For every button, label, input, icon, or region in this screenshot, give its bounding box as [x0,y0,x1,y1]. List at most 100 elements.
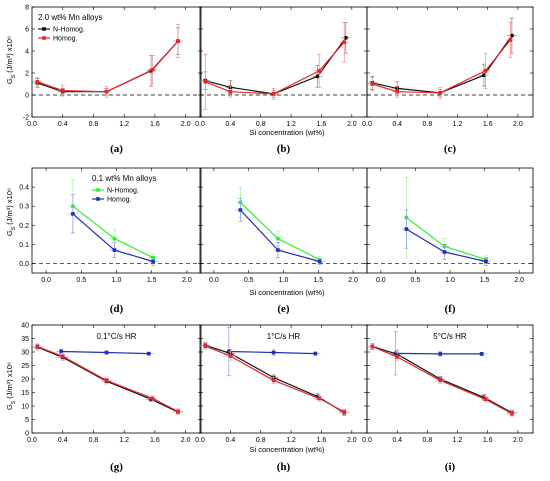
data-point [438,378,442,383]
x-tick-label: 2.0 [513,121,523,128]
series-2 [32,343,183,415]
data-point [479,352,484,356]
y-tick-label: 0 [25,93,29,100]
plot-frame [199,6,368,118]
data-point [317,259,322,264]
chart-panels: 0.0 0.4 0.8 1.2 1.6 2.0 -2 0 2 4 6 8 2.0 wt% Mn allo… [19,5,534,473]
panel-caption: (b) [277,143,291,155]
data-point [342,410,347,414]
x-tick-label: 0.0 [362,121,372,128]
data-point [104,89,109,94]
y-tick-label: 6 [25,27,29,34]
row3-ylabel: GS (J/m³) x10⁶ [5,362,17,410]
data-point [112,248,117,252]
data-point [508,38,513,42]
panel-annotation: 5°C/s HR [433,332,467,341]
data-point [510,33,514,38]
y-tick-label: 10 [21,404,29,411]
plot-frame [199,167,368,274]
y-tick-label: 25 [21,363,29,370]
x-tick-label: 1.0 [279,277,289,284]
y-tick-label: 20 [21,377,29,384]
row1-xlabel: Si concentration (wt%) [249,128,325,137]
data-point [343,36,348,40]
x-tick-label: 2.0 [514,277,524,284]
panel-f: 0.0 0.5 1.0 1.5 2.0 (f) [366,167,534,315]
data-point [176,39,180,43]
data-point [146,351,151,356]
row-labels: GS (J/m³) x10⁶ Si concentration (wt%) GS… [5,36,325,454]
panel-a: 0.0 0.4 0.8 1.2 1.6 2.0 -2 0 2 4 6 8 2.0 wt% Mn allo… [23,5,202,155]
series-line [37,40,179,93]
x-tick-label: 1.5 [313,277,323,284]
data-point [150,67,155,72]
data-point [35,344,40,349]
series-homog- [200,22,350,110]
row1-ylabel: GS (J/m³) x10⁶ [5,36,17,84]
row2-xlabel: Si concentration (wt%) [249,288,325,297]
x-tick-label: 0.4 [58,121,68,128]
x-tick-label: 0.8 [422,121,432,128]
data-point [315,394,320,399]
data-point [271,350,276,355]
data-point [438,91,442,95]
data-point [271,378,276,383]
y-tick-label: 0.4 [19,185,29,192]
series-line [37,40,179,93]
y-tick-label: 5 [25,417,29,424]
data-point [370,82,375,86]
y-tick-label: 2 [25,71,29,78]
row2-ylabel: GS (J/m³) x10⁶ [5,188,17,236]
data-point [35,80,40,84]
series-line [205,37,347,95]
x-tick-label: 0.5 [244,277,254,284]
data-point [60,88,65,93]
x-tick-label: 0.5 [411,277,421,284]
x-tick-label: 2.0 [181,121,191,128]
x-tick-label: 1.6 [317,437,327,444]
y-tick-label: -2 [23,115,29,122]
data-point [104,378,109,383]
panel-caption: (d) [110,303,124,315]
data-point [484,259,488,264]
x-tick-label: 1.6 [483,121,493,128]
data-point [395,355,399,359]
panel-h: 0.0 0.4 0.8 1.2 1.6 2.0 1°C/s HR (h) [195,324,368,473]
x-tick-label: 1.2 [286,121,296,128]
x-tick-label: 2.0 [181,437,191,444]
data-point [404,227,409,231]
panel-g: 0.0 0.4 0.8 1.2 1.6 2.0 0 5 10 15 20 25 30 35 40 0.1°C/… [21,323,202,473]
series-2 [200,342,350,415]
x-tick-label: 2.0 [182,277,192,284]
y-tick-label: 30 [21,350,29,357]
data-point [370,344,375,349]
legend-marker [42,36,46,40]
x-tick-label: 0.8 [256,437,266,444]
data-point [395,89,399,94]
panel-caption: (c) [444,143,457,155]
plot-frame [199,324,368,434]
series-n-homog- [367,17,517,97]
x-tick-label: 0.0 [27,121,37,128]
x-tick-label: 1.0 [445,277,455,284]
panel-caption: (g) [110,461,123,473]
x-tick-label: 0.4 [225,121,235,128]
x-tick-label: 1.6 [317,121,327,128]
series-homog- [235,198,325,265]
data-point [112,236,117,241]
series-line [372,39,511,94]
y-tick-label: 8 [25,5,29,12]
data-point [342,40,347,44]
plot-frame [31,6,202,118]
x-tick-label: 0.4 [58,437,68,444]
data-point [313,351,318,356]
panel-caption: (f) [445,303,456,315]
x-tick-label: 1.5 [480,277,490,284]
legend-label: N-Homog. [107,188,139,195]
x-tick-label: 1.2 [453,437,463,444]
x-tick-label: 1.2 [119,121,129,128]
legend-label: Homog. [53,36,78,43]
y-tick-label: 4 [25,49,29,56]
y-tick-label: 0.0 [19,261,29,268]
y-tick-label: 40 [21,323,29,330]
